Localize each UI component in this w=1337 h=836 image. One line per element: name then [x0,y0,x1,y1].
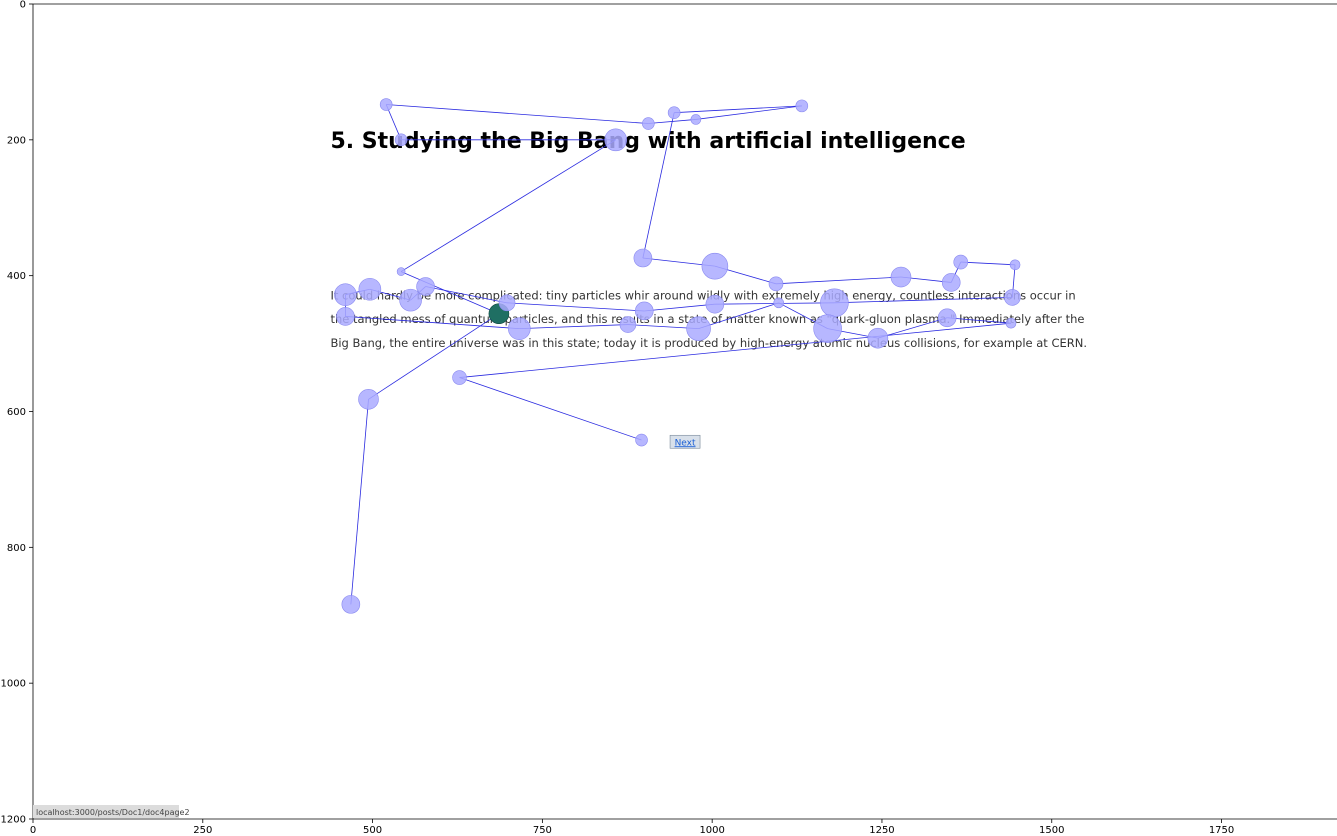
fixation-point [358,277,382,301]
y-tick-label: 0 [20,0,26,11]
fixation-point [773,297,785,309]
page-heading: 5. Studying the Big Bang with artificial… [330,129,965,154]
saccade-line [368,313,500,400]
fixation-point [813,314,842,343]
x-tick-label: 0 [30,825,36,836]
saccade-line [507,302,645,312]
paragraph-line-1: It could hardly be more complicated: tin… [330,288,1075,302]
fixation-point [795,99,809,113]
scanpath-layer [334,98,1021,614]
fixation-point [705,294,725,314]
fixation-point [937,308,957,328]
y-tick-label: 1000 [1,679,26,690]
y-tick-label: 200 [7,135,26,146]
fixation-point [941,273,961,292]
fixation-point [1004,289,1021,306]
y-tick-label: 800 [7,543,26,554]
axes [32,3,1337,820]
saccade-line [519,324,628,330]
fixation-point [667,106,681,119]
x-tick-label: 500 [363,825,382,836]
page-content: 5. Studying the Big Bang with artificial… [33,129,1087,818]
saccade-line [642,112,675,259]
saccade-line [947,317,1012,324]
fixation-point [690,114,702,125]
fixation-point [686,316,711,341]
fixation-point [341,595,361,614]
x-tick-label: 750 [533,825,552,836]
fixation-point [498,294,516,312]
fixation-point [890,266,912,288]
y-tick-label: 600 [7,407,26,418]
fixation-point [394,133,408,147]
status-bar-bg [33,805,179,818]
fixation-point [953,254,969,270]
y-tick-label: 400 [7,271,26,282]
saccade-line [695,105,802,120]
saccade-line [644,303,715,312]
fixation-point [1009,259,1021,271]
x-tick-label: 1750 [1209,825,1234,836]
fixation-point [379,98,393,111]
fixation-point [635,433,648,447]
saccade-line [386,104,649,124]
x-tick-label: 1500 [1039,825,1064,836]
saccade-line [385,104,402,140]
fixation-point [619,316,637,333]
x-tick-label: 1000 [699,825,724,836]
fixation-point [867,327,889,349]
x-tick-label: 250 [193,825,212,836]
saccade-line [674,105,802,114]
fixation-point [452,370,467,385]
fixation-point [399,288,422,312]
saccade-line [400,271,500,315]
saccade-line [834,297,1013,304]
saccade-line [960,261,1016,266]
status-url: localhost:3000/posts/Doc1/doc4page2 [36,808,190,817]
fixation-point [604,128,628,152]
fixation-point [336,307,355,326]
fixation-point [634,301,654,321]
fixation-point [358,388,379,410]
saccade-line [775,276,901,285]
next-button[interactable]: Next [675,438,696,448]
saccade-line [400,139,616,272]
saccade-line [425,286,508,304]
saccade-line [698,302,779,330]
fixation-point [820,288,849,318]
saccade-line [345,316,520,330]
fixation-point [416,277,435,296]
fixation-point [396,267,406,276]
fixation-point [642,117,655,130]
saccade-line [350,399,369,605]
tick-labels: 0 250 500 750 1000 1250 1500 1750 0 200 400 600 800 1… [1,0,1235,836]
fixation-point [334,283,357,306]
saccade-line [877,317,948,339]
saccade-line [459,377,642,441]
fixation-point [768,276,784,292]
x-tick-label: 1250 [869,825,894,836]
paragraph-line-3: Big Bang, the entire universe was in thi… [330,336,1087,350]
y-tick-label: 1200 [1,815,26,826]
fixation-point [1005,317,1017,329]
next-button-bg[interactable] [669,434,701,449]
fixation-point [633,248,653,268]
fixation-point [507,317,531,340]
saccade-line [459,322,1012,378]
fixation-point [701,252,729,280]
